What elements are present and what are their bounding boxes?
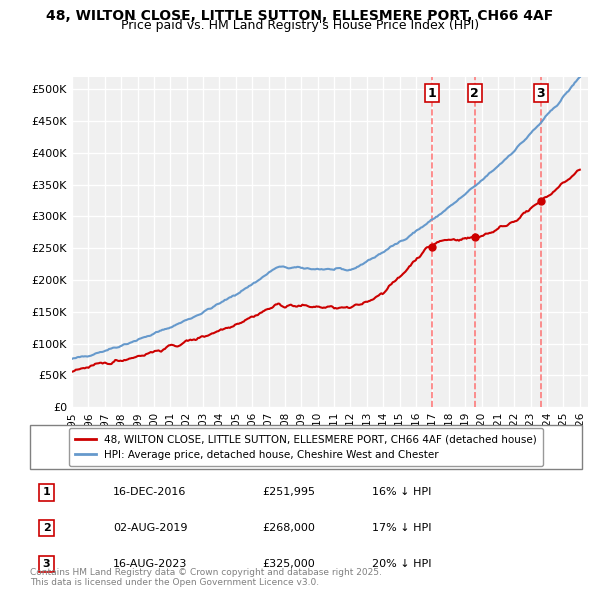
Text: £325,000: £325,000 [262, 559, 314, 569]
Text: 17% ↓ HPI: 17% ↓ HPI [372, 523, 432, 533]
Text: 3: 3 [536, 87, 545, 100]
Text: 1: 1 [427, 87, 436, 100]
Text: 48, WILTON CLOSE, LITTLE SUTTON, ELLESMERE PORT, CH66 4AF: 48, WILTON CLOSE, LITTLE SUTTON, ELLESME… [46, 9, 554, 23]
Text: 16-DEC-2016: 16-DEC-2016 [113, 487, 186, 497]
Text: 1: 1 [43, 487, 50, 497]
Text: £268,000: £268,000 [262, 523, 315, 533]
Text: 2: 2 [470, 87, 479, 100]
Text: £251,995: £251,995 [262, 487, 315, 497]
Legend: 48, WILTON CLOSE, LITTLE SUTTON, ELLESMERE PORT, CH66 4AF (detached house), HPI:: 48, WILTON CLOSE, LITTLE SUTTON, ELLESME… [69, 428, 543, 466]
Text: 2: 2 [43, 523, 50, 533]
Text: 02-AUG-2019: 02-AUG-2019 [113, 523, 187, 533]
Text: 3: 3 [43, 559, 50, 569]
Text: Contains HM Land Registry data © Crown copyright and database right 2025.
This d: Contains HM Land Registry data © Crown c… [30, 568, 382, 587]
Text: Price paid vs. HM Land Registry's House Price Index (HPI): Price paid vs. HM Land Registry's House … [121, 19, 479, 32]
Text: 20% ↓ HPI: 20% ↓ HPI [372, 559, 432, 569]
Text: 16% ↓ HPI: 16% ↓ HPI [372, 487, 431, 497]
Text: 16-AUG-2023: 16-AUG-2023 [113, 559, 187, 569]
FancyBboxPatch shape [30, 425, 582, 469]
